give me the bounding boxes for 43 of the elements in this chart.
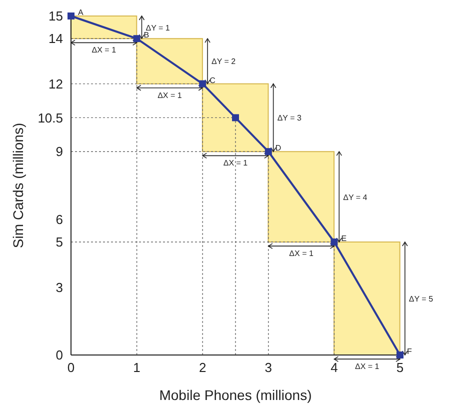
annotation: D xyxy=(275,144,282,153)
y-tick-label: 9 xyxy=(56,144,63,160)
bar xyxy=(202,83,269,152)
annotation: ΔY = 3 xyxy=(277,114,302,123)
annotation: E xyxy=(341,234,347,243)
bar xyxy=(268,151,335,242)
y-tick-label: 5 xyxy=(56,234,63,250)
annotation: ΔX = 1 xyxy=(158,90,182,100)
y-axis-title: Sim Cards (millions) xyxy=(10,122,26,248)
y-tick-label: 10.5 xyxy=(38,110,63,126)
y-tick-label: 0 xyxy=(56,348,63,363)
annotation: ΔX = 1 xyxy=(223,158,248,168)
y-tick-label: 6 xyxy=(56,212,63,228)
y-tick-label: 15 xyxy=(48,8,63,24)
x-tick-label: 1 xyxy=(133,360,140,376)
annotation: ΔY = 4 xyxy=(343,192,368,202)
annotation: C xyxy=(210,76,216,85)
point xyxy=(232,114,239,122)
y-tick-label: 3 xyxy=(56,280,63,295)
point xyxy=(264,148,272,156)
point xyxy=(68,12,74,20)
x-tick-label: 5 xyxy=(396,360,404,376)
text: ΔX = 1 xyxy=(354,362,380,372)
annotation: F xyxy=(407,347,412,356)
x-tick-label: 2 xyxy=(198,360,206,376)
point xyxy=(199,80,206,88)
annotation: ΔX = 1 xyxy=(92,46,117,55)
annotation: ΔX = 1 xyxy=(289,249,314,258)
y-tick-label: 12 xyxy=(48,76,63,92)
annotation: ΔY = 1 xyxy=(146,23,170,32)
annotation: ΔY = 2 xyxy=(212,57,236,66)
bar xyxy=(136,38,203,84)
annotation: B xyxy=(144,30,150,40)
text: ΔY = 5 xyxy=(408,294,434,304)
point xyxy=(330,238,338,246)
x-tick-label: 3 xyxy=(264,360,272,376)
x-tick-label: 0 xyxy=(67,360,75,376)
point xyxy=(396,352,404,358)
y-tick-label: 14 xyxy=(48,31,63,46)
point xyxy=(133,35,140,42)
x-axis-title: Mobile Phones (millions) xyxy=(159,387,312,403)
annotation: A xyxy=(78,8,84,17)
x-tick-label: 4 xyxy=(330,360,338,376)
